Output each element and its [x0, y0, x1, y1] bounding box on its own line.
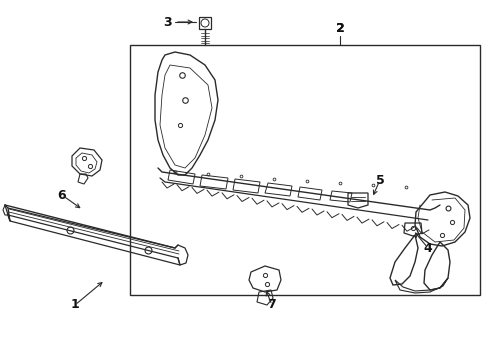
- Text: 2: 2: [335, 22, 344, 35]
- Text: 2: 2: [335, 22, 344, 35]
- Text: 3: 3: [163, 15, 171, 28]
- Text: 6: 6: [58, 189, 66, 202]
- Bar: [199, 17, 210, 29]
- Bar: [130, 45, 479, 295]
- Text: 4: 4: [423, 242, 431, 255]
- Text: 7: 7: [267, 298, 276, 311]
- Text: 5: 5: [375, 174, 384, 186]
- Text: 1: 1: [70, 298, 79, 311]
